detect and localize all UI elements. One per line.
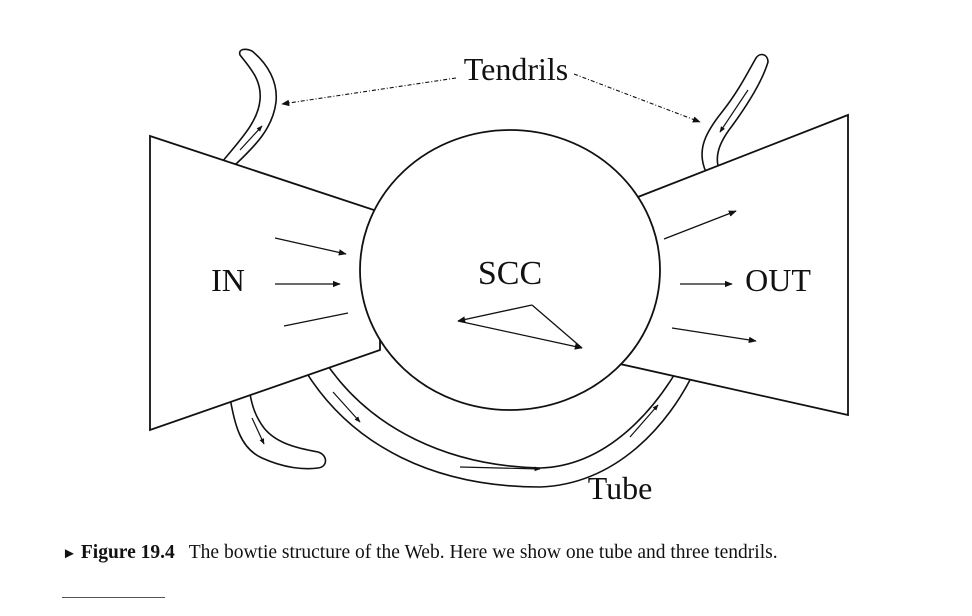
tube [299,359,693,488]
tendrils-label: Tendrils [464,51,568,87]
tube-inner-edge [323,359,677,469]
tendril-upper-right [701,53,769,173]
scc-label: SCC [478,255,542,292]
in-label: IN [211,262,245,298]
tube-flow-arrows [332,391,659,472]
tube-label: Tube [588,470,653,506]
tendrils-pointer-arrows [281,73,701,123]
scc-component-shape [359,129,661,411]
figure-caption: ► Figure 19.4 The bowtie structure of the … [62,540,928,567]
scc-internal-arrows [457,304,583,350]
caption-marker-icon: ► [62,546,77,562]
footnote-rule [62,597,165,598]
tendril-lower-left [229,393,327,470]
out-label: OUT [745,262,811,298]
figure-label: Figure 19.4 [80,542,175,563]
in-component-shape [149,134,381,432]
in-flow-arrows [274,237,349,327]
tendril-upper-left [220,48,277,165]
tube-outer-edge [299,361,693,488]
caption-text: The bowtie structure of the Web. Here we… [188,542,778,563]
out-flow-arrows [663,210,757,344]
